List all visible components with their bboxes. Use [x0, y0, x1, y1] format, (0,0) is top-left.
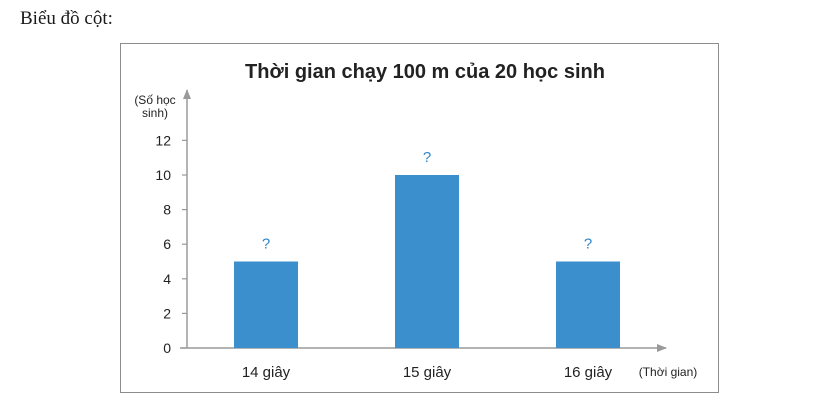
- bar-value-label: ?: [584, 236, 592, 253]
- chart-title: Thời gian chạy 100 m của 20 học sinh: [245, 61, 605, 83]
- y-tick-label: 8: [163, 202, 171, 218]
- y-tick-label: 6: [163, 236, 171, 252]
- y-tick-label: 12: [155, 132, 171, 148]
- y-tick-label: 0: [163, 340, 171, 356]
- bar-value-label: ?: [423, 149, 431, 166]
- x-category-label: 14 giây: [242, 364, 291, 381]
- x-category-label: 16 giây: [564, 364, 613, 381]
- bar: [395, 175, 459, 348]
- y-tick-label: 2: [163, 305, 171, 321]
- y-tick-label: 10: [155, 167, 171, 183]
- y-axis-label-line: (Số học: [134, 93, 175, 107]
- y-axis-label-line: sinh): [142, 106, 168, 120]
- chart-frame: [120, 43, 719, 393]
- intro-text: Biểu đồ cột:: [20, 8, 113, 29]
- bar-value-label: ?: [262, 236, 270, 253]
- y-tick-label: 4: [163, 271, 171, 287]
- x-axis-label: (Thời gian): [639, 365, 698, 379]
- bar: [234, 261, 298, 348]
- x-category-label: 15 giây: [403, 364, 452, 381]
- bar: [556, 261, 620, 348]
